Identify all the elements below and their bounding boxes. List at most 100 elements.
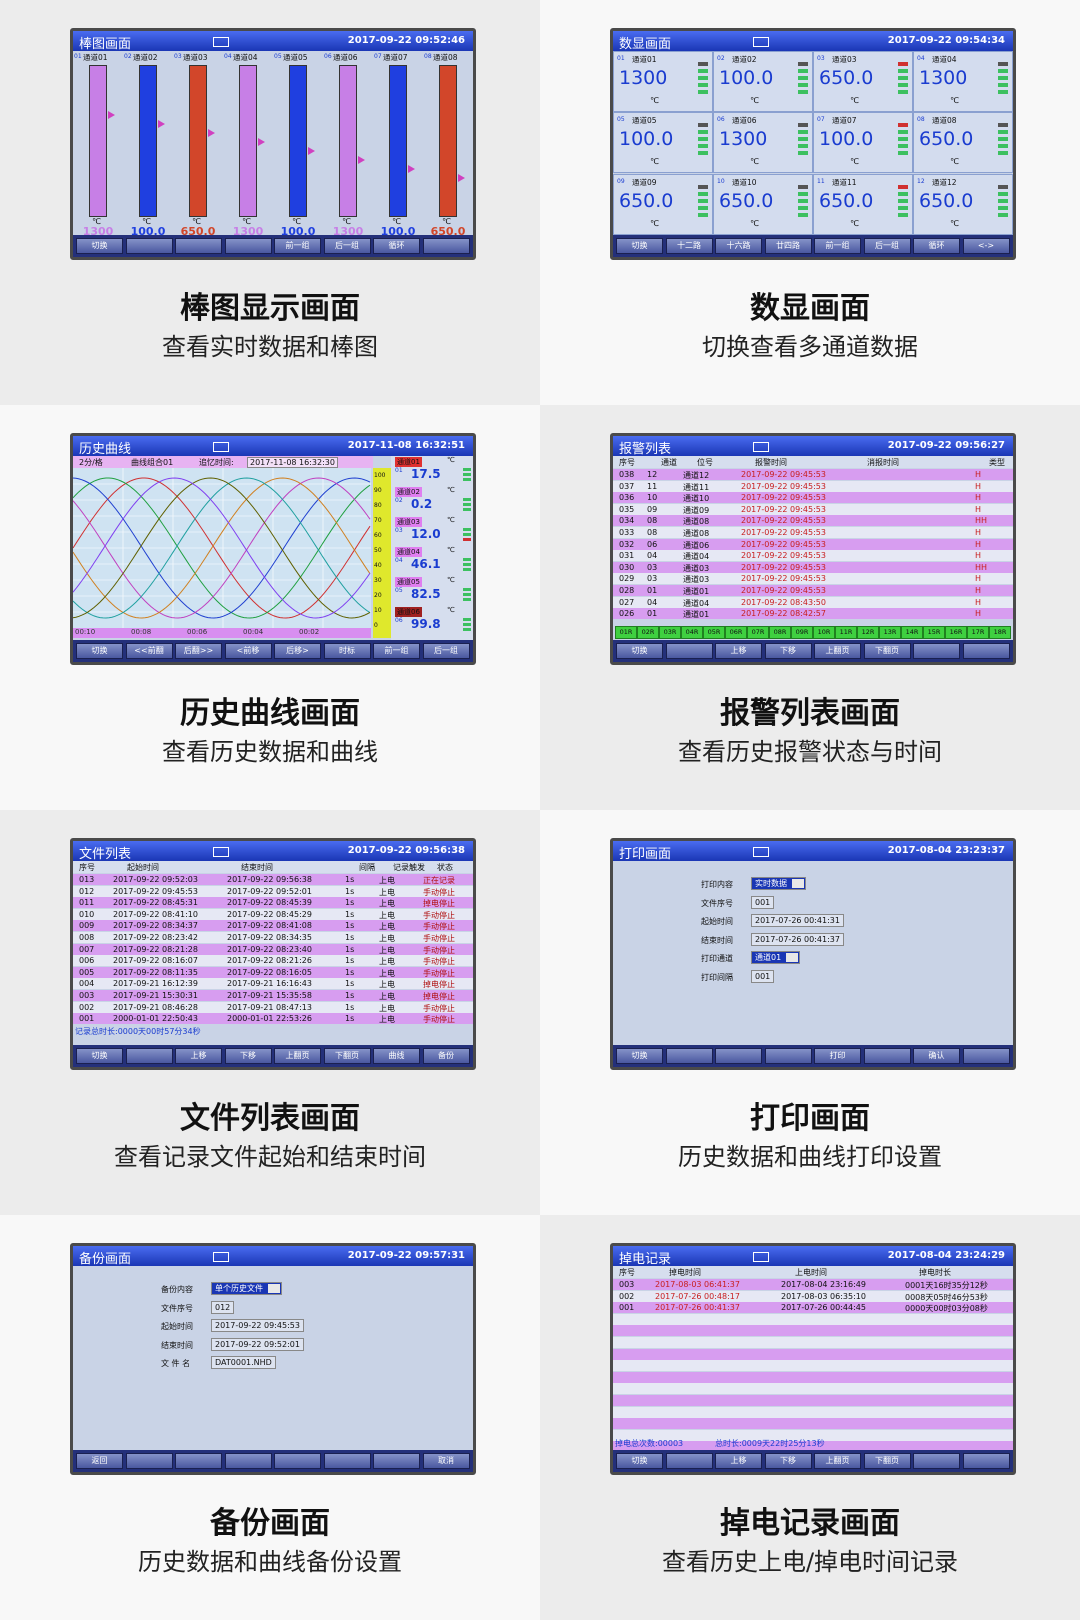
table-cell: 2017-09-22 08:42:57 xyxy=(741,609,826,619)
soft-key[interactable] xyxy=(665,1453,713,1469)
soft-key[interactable] xyxy=(715,1048,762,1064)
soft-key[interactable] xyxy=(125,238,173,254)
soft-key[interactable]: 前一组 xyxy=(274,238,321,254)
dropdown-arrow[interactable] xyxy=(268,1284,280,1293)
field-value[interactable]: 通道01 xyxy=(751,951,801,964)
soft-key[interactable]: 十二路 xyxy=(665,238,713,254)
soft-key[interactable]: <<前翻 xyxy=(125,643,173,659)
soft-key[interactable] xyxy=(274,1453,321,1469)
soft-key[interactable] xyxy=(962,1453,1010,1469)
table-header xyxy=(613,456,1013,468)
soft-key[interactable]: 确认 xyxy=(913,1048,960,1064)
soft-key[interactable] xyxy=(224,1453,272,1469)
soft-key[interactable]: 后一组 xyxy=(422,643,470,659)
soft-key[interactable]: 后一组 xyxy=(323,238,371,254)
soft-key[interactable]: 前一组 xyxy=(373,643,420,659)
dropdown-arrow[interactable] xyxy=(786,953,799,962)
level-indicator xyxy=(798,151,808,156)
soft-key[interactable]: 切换 xyxy=(76,643,123,659)
table-cell: 2017-09-21 15:35:58 xyxy=(227,991,312,1000)
soft-key[interactable]: 下翻页 xyxy=(323,1048,371,1064)
soft-key[interactable]: 后移> xyxy=(274,643,321,659)
soft-key[interactable]: 切换 xyxy=(616,238,663,254)
soft-key[interactable] xyxy=(863,1048,911,1064)
soft-key[interactable] xyxy=(125,1453,173,1469)
soft-key[interactable]: 上移 xyxy=(715,1453,762,1469)
marker xyxy=(258,138,265,146)
soft-key[interactable]: 廿四路 xyxy=(764,238,812,254)
soft-key[interactable] xyxy=(323,1453,371,1469)
soft-key[interactable]: 下移 xyxy=(764,1453,812,1469)
field-value[interactable]: 实时数据 xyxy=(751,877,806,890)
soft-key[interactable]: 取消 xyxy=(422,1453,470,1469)
soft-key[interactable]: 上移 xyxy=(715,643,762,659)
level-indicator xyxy=(898,83,908,87)
table-cell: 2017-09-22 08:16:05 xyxy=(227,967,312,977)
soft-key[interactable]: 切换 xyxy=(616,1453,663,1469)
soft-key[interactable] xyxy=(373,1453,420,1469)
soft-key[interactable]: 后翻>> xyxy=(175,643,222,659)
soft-key[interactable] xyxy=(962,643,1010,659)
soft-key[interactable] xyxy=(913,643,960,659)
soft-key[interactable] xyxy=(913,1453,960,1469)
column-header: 报警时间 xyxy=(755,458,787,467)
soft-key[interactable] xyxy=(175,1453,222,1469)
soft-key[interactable]: 曲线 xyxy=(373,1048,420,1064)
soft-key[interactable]: 循环 xyxy=(373,238,420,254)
soft-key[interactable]: 循环 xyxy=(913,238,960,254)
soft-key[interactable]: 下翻页 xyxy=(863,643,911,659)
soft-key[interactable]: 十六路 xyxy=(715,238,762,254)
soft-key[interactable]: 打印 xyxy=(814,1048,861,1064)
channel-name: 通道05 xyxy=(283,53,308,62)
title-bar: 棒图画面 2017-09-22 09:52:46 xyxy=(73,31,473,51)
field-value[interactable]: 单个历史文件 xyxy=(211,1282,282,1295)
soft-key[interactable]: 切换 xyxy=(616,1048,663,1064)
soft-key[interactable]: 切换 xyxy=(616,643,663,659)
soft-key[interactable]: <前移 xyxy=(224,643,272,659)
soft-key[interactable]: 时标 xyxy=(323,643,371,659)
soft-key[interactable] xyxy=(962,1048,1010,1064)
soft-key[interactable]: 切换 xyxy=(76,238,123,254)
soft-key[interactable]: 上移 xyxy=(175,1048,222,1064)
table-cell: 通道08 xyxy=(683,529,710,538)
channel-name: 通道06 xyxy=(732,116,757,126)
soft-key[interactable]: 后一组 xyxy=(863,238,911,254)
soft-key[interactable]: 前一组 xyxy=(814,238,861,254)
soft-key[interactable]: 返回 xyxy=(76,1453,123,1469)
soft-key[interactable] xyxy=(665,1048,713,1064)
channel-name: 通道07 xyxy=(383,53,408,62)
table-row xyxy=(613,1429,1013,1441)
soft-key[interactable]: 下翻页 xyxy=(863,1453,911,1469)
soft-key[interactable] xyxy=(224,238,272,254)
content: 01 通道01 1300 ℃ 02 通道02 100.0 ℃ 03 通道03 650.0 ℃ 04 通道0… xyxy=(613,51,1013,235)
soft-key[interactable]: <-> xyxy=(962,238,1010,254)
table-cell: 2017-09-22 09:45:53 xyxy=(741,528,826,537)
table-cell: 2017-09-22 08:45:39 xyxy=(227,898,312,908)
x-tick-label: 00:08 xyxy=(131,628,152,636)
soft-key[interactable] xyxy=(175,238,222,254)
value: 650.0 xyxy=(819,67,874,89)
column-header: 状态 xyxy=(437,863,453,872)
soft-key[interactable]: 下移 xyxy=(224,1048,272,1064)
table-cell: 2017-09-22 08:45:29 xyxy=(227,909,312,919)
soft-key[interactable]: 上翻页 xyxy=(814,643,861,659)
dropdown-arrow[interactable] xyxy=(792,879,804,888)
soft-key[interactable]: 上翻页 xyxy=(814,1453,861,1469)
soft-key[interactable] xyxy=(422,238,470,254)
soft-key[interactable] xyxy=(764,1048,812,1064)
curve-trace xyxy=(73,477,371,619)
table-cell: 2017-09-22 08:41:10 xyxy=(113,909,198,919)
table-row xyxy=(73,908,473,920)
field-label: 结束时间 xyxy=(701,935,733,945)
soft-key-bar: 切换 前一组 后一组 循环 xyxy=(73,235,473,257)
soft-key[interactable]: 备份 xyxy=(422,1048,470,1064)
soft-key[interactable]: 上翻页 xyxy=(274,1048,321,1064)
soft-key[interactable]: 切换 xyxy=(76,1048,123,1064)
table-cell: 1s xyxy=(345,886,355,896)
soft-key[interactable] xyxy=(125,1048,173,1064)
title-bar: 备份画面 2017-09-22 09:57:31 xyxy=(73,1246,473,1266)
relay-indicator: 03R xyxy=(659,626,681,639)
soft-key[interactable]: 下移 xyxy=(764,643,812,659)
level-indicator xyxy=(998,123,1008,128)
soft-key[interactable] xyxy=(665,643,713,659)
